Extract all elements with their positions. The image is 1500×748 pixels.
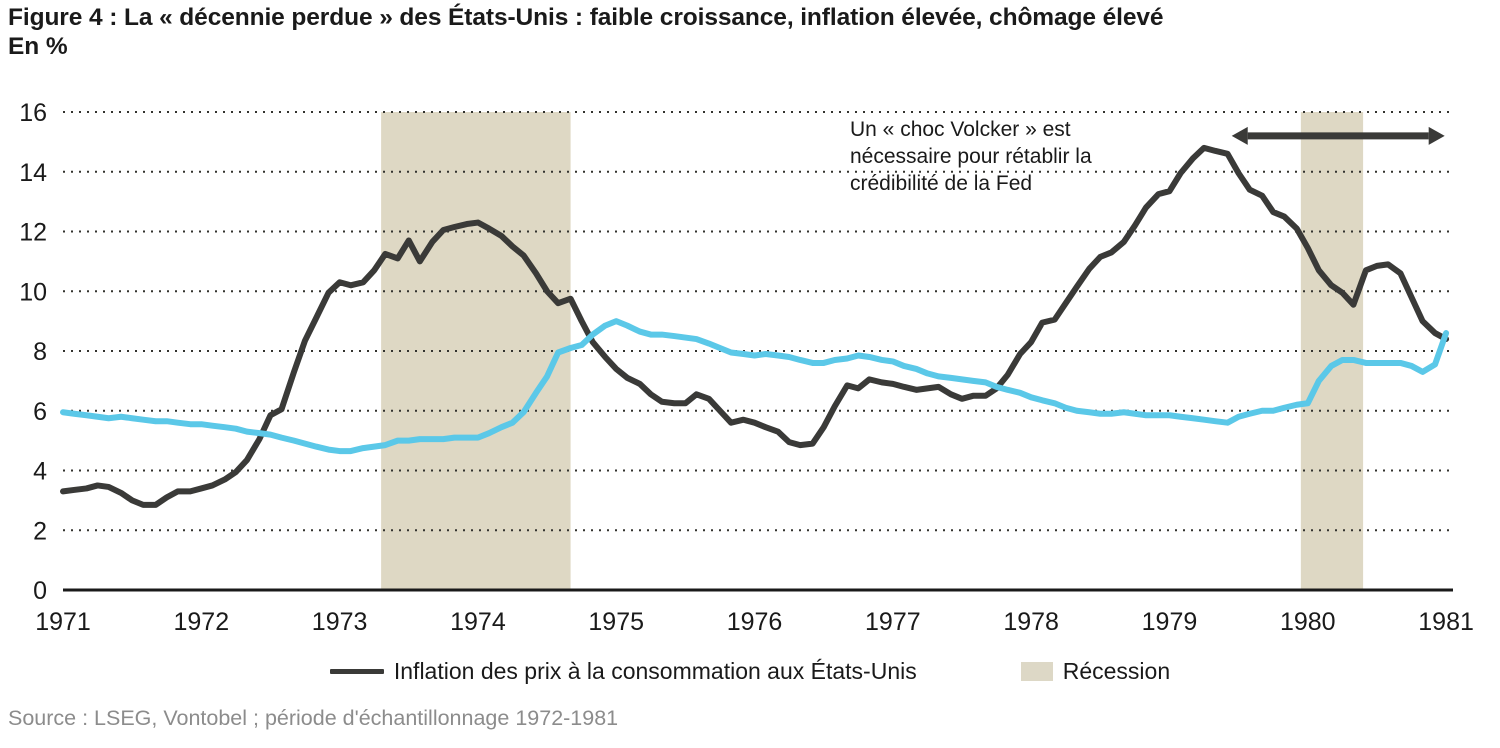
legend-item-inflation: Inflation des prix à la consommation aux… [329, 657, 917, 685]
gridlines-group [63, 111, 1453, 532]
x-tick-1972: 1972 [173, 608, 229, 636]
arrow-head-left [1231, 126, 1248, 145]
x-tick-1979: 1979 [1142, 608, 1198, 636]
y-tick-0: 0 [33, 577, 47, 605]
y-tick-12: 12 [19, 219, 47, 247]
y-axis-tick-labels: 0 2 4 6 8 10 12 14 16 [19, 99, 47, 605]
annotation-line-3: crédibilité de la Fed [850, 172, 1032, 195]
y-tick-14: 14 [19, 159, 47, 187]
x-tick-1981: 1981 [1418, 608, 1474, 636]
x-axis-tick-labels: 1971 1972 1973 1974 1975 1976 1977 1978 1979 1980… [35, 608, 1474, 636]
recession-band-1 [381, 112, 571, 590]
x-tick-1977: 1977 [865, 608, 921, 636]
annotation-group: Un « choc Volcker » est nécessaire pour … [850, 118, 1445, 195]
y-tick-6: 6 [33, 398, 47, 426]
legend-item-recession: Récession [1020, 657, 1171, 685]
y-tick-4: 4 [33, 458, 47, 486]
legend-swatch-recession [1020, 661, 1053, 681]
x-tick-1980: 1980 [1280, 608, 1336, 636]
x-tick-1974: 1974 [450, 608, 506, 636]
chart-legend: Inflation des prix à la consommation aux… [0, 648, 1500, 694]
source-note: Source : LSEG, Vontobel ; période d'écha… [8, 706, 619, 730]
recession-band-2 [1300, 112, 1364, 590]
y-tick-10: 10 [19, 278, 47, 306]
x-tick-1971: 1971 [35, 608, 91, 636]
y-tick-16: 16 [19, 99, 47, 127]
arrow-head-right [1428, 126, 1445, 145]
x-tick-1976: 1976 [727, 608, 783, 636]
x-tick-1978: 1978 [1003, 608, 1059, 636]
x-tick-1973: 1973 [312, 608, 368, 636]
x-tick-1975: 1975 [588, 608, 644, 636]
series-line-inflation [60, 144, 1450, 508]
y-tick-2: 2 [33, 517, 47, 545]
annotation-line-1: Un « choc Volcker » est [850, 118, 1071, 141]
data-series-group [60, 144, 1450, 508]
page-title: Figure 4 : La « décennie perdue » des Ét… [8, 4, 1164, 31]
legend-label-recession: Récession [1062, 657, 1171, 684]
y-tick-8: 8 [33, 338, 47, 366]
page-subtitle: En % [8, 32, 68, 60]
annotation-line-2: nécessaire pour rétablir la [850, 145, 1092, 168]
volcker-shock-arrow [1231, 126, 1445, 145]
legend-line-marker-inflation [329, 668, 384, 674]
chart-plot-area: 0 2 4 6 8 10 12 14 16 1971 1972 1973 1974 1975 1976 19… [0, 90, 1500, 650]
title-block: Figure 4 : La « décennie perdue » des Ét… [8, 4, 1492, 61]
legend-label-inflation: Inflation des prix à la consommation aux… [393, 657, 917, 684]
series-line-unemployment [60, 318, 1450, 455]
